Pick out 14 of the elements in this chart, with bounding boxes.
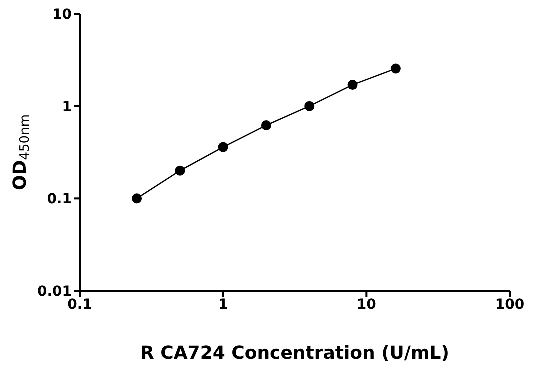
x-axis-title: R CA724 Concentration (U/mL) [140,343,450,364]
point [218,142,228,152]
point [261,120,272,131]
x-tick-label: 10 [356,296,377,313]
point [132,194,142,204]
y-tick-label: 0.1 [47,192,72,208]
point [304,101,315,112]
x-tick-label: 1 [218,296,228,313]
point [175,166,186,176]
x-tick-label: 100 [495,296,525,313]
y-tick-label: 1 [62,99,72,116]
y-tick-label: 10 [52,6,72,23]
point [348,80,358,90]
point [390,64,401,74]
